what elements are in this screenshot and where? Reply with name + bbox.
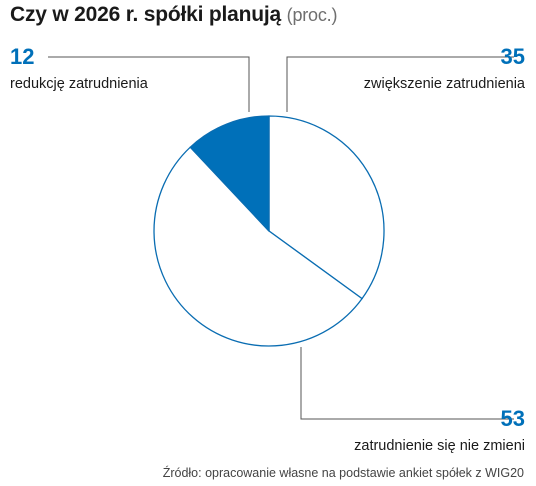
leader-lines: [48, 56, 514, 420]
category-label-reduction: redukcję zatrudnienia: [10, 76, 149, 92]
category-label-unchanged: zatrudnienie się nie zmieni: [354, 438, 525, 454]
category-label-increase: zwiększenie zatrudnienia: [364, 76, 526, 92]
pie-slices: [153, 115, 385, 347]
chart-title-text: Czy w 2026 r. spółki planują: [10, 3, 282, 26]
pie-slice-zwiększenie-zatrudnienia: [268, 115, 385, 300]
chart-unit: (proc.): [286, 5, 338, 25]
leader-line-reduction: [48, 56, 250, 112]
chart-title: Czy w 2026 r. spółki planują (proc.): [10, 3, 337, 27]
leader-line-increase: [286, 56, 514, 112]
pie-slice-redukcję-zatrudnienia: [189, 115, 270, 232]
value-label-reduction: 12: [10, 44, 34, 69]
pie-slice-zatrudnienie-się-nie-zmieni: [153, 146, 363, 347]
leader-line-unchanged: [300, 347, 514, 420]
slice-labels: 12 redukcję zatrudnienia 35 zwiększenie zat…: [10, 44, 526, 454]
value-label-increase: 35: [501, 44, 525, 69]
value-label-unchanged: 53: [501, 406, 525, 431]
source-note: Źródło: opracowanie własne na podstawie …: [162, 466, 524, 480]
